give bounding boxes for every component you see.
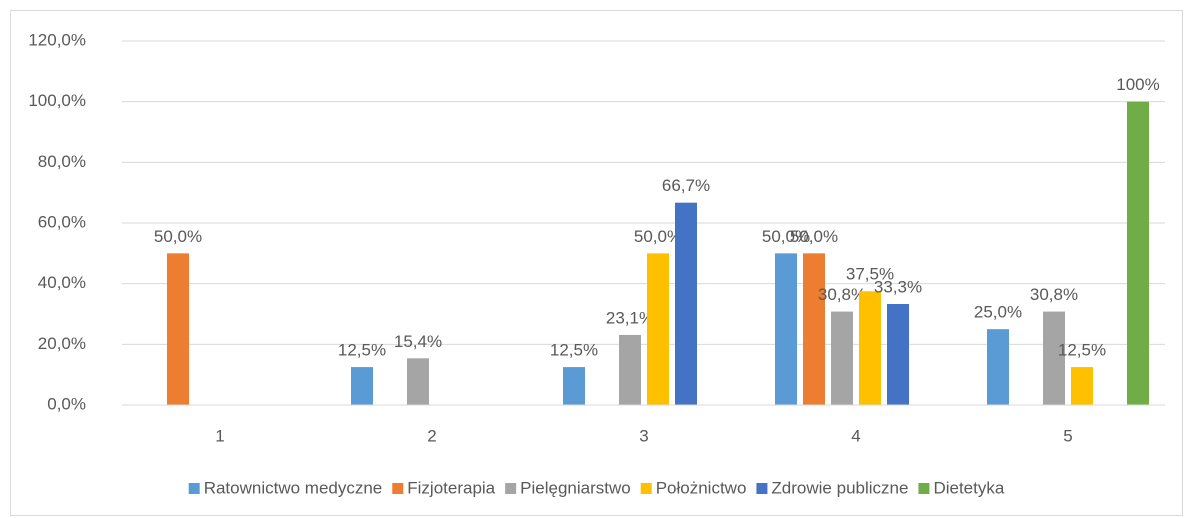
y-tick-label: 100,0% [28,91,86,110]
data-label: 100% [1116,75,1159,94]
bar [775,253,797,405]
data-label: 23,1% [606,308,654,327]
legend-swatch [505,483,517,494]
data-label: 37,5% [846,265,894,284]
x-tick-label: 1 [215,426,224,445]
bar [563,367,585,405]
legend-swatch [918,483,930,494]
y-tick-label: 20,0% [38,334,86,353]
data-label: 15,4% [394,332,442,351]
x-tick-label: 2 [427,426,436,445]
legend-swatch [756,483,768,494]
data-label: 30,8% [1030,285,1078,304]
data-label: 25,0% [974,303,1022,322]
data-label: 50,0% [634,227,682,246]
bar [987,329,1009,405]
data-label: 50,0% [762,227,810,246]
data-label: 33,3% [874,277,922,296]
bar [675,202,697,405]
x-tick-label: 3 [639,426,648,445]
data-label: 30,8% [818,285,866,304]
legend-label: Fizjoterapia [407,478,495,497]
legend-swatch [640,483,652,494]
y-tick-label: 60,0% [38,212,86,231]
legend-label: Położnictwo [656,478,747,497]
legend-swatch [392,483,404,494]
bar [1127,101,1149,406]
y-tick-label: 120,0% [28,30,86,49]
bar [167,253,189,405]
bar [1071,367,1093,405]
bar [1043,311,1065,405]
y-tick-label: 0,0% [47,394,86,413]
legend-label: Pielęgniarstwo [520,478,631,497]
bar [619,334,641,405]
x-tick-label: 4 [851,426,860,445]
bar [803,253,825,405]
legend-label: Zdrowie publiczne [771,478,908,497]
bar [647,253,669,405]
legend-swatch [188,483,200,494]
bar [351,367,373,405]
y-tick-label: 80,0% [38,152,86,171]
data-label: 12,5% [1058,341,1106,360]
bar [407,358,429,405]
data-label: 12,5% [338,341,386,360]
bar [859,291,881,405]
data-label: 50,0% [790,227,838,246]
legend-label: Dietetyka [933,478,1004,497]
data-label: 50,0% [154,227,202,246]
bar [831,311,853,405]
legend-label: Ratownictwo medyczne [204,478,383,497]
data-label: 12,5% [550,341,598,360]
y-tick-label: 40,0% [38,273,86,292]
x-tick-label: 5 [1063,426,1072,445]
data-label: 66,7% [662,176,710,195]
chart-border [10,10,1183,516]
bar [887,303,909,405]
